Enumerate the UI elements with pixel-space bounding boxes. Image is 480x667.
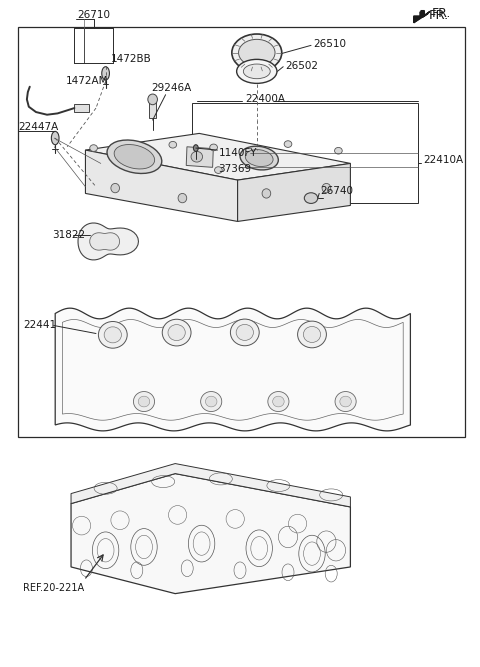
Ellipse shape bbox=[102, 67, 109, 80]
Text: 1472BB: 1472BB bbox=[110, 54, 151, 63]
Text: FR.: FR. bbox=[429, 9, 449, 22]
Ellipse shape bbox=[236, 324, 253, 340]
Ellipse shape bbox=[239, 39, 275, 66]
Ellipse shape bbox=[230, 319, 259, 346]
Text: 26710: 26710 bbox=[77, 11, 110, 20]
Text: 22441: 22441 bbox=[23, 321, 56, 330]
Text: 1140FY: 1140FY bbox=[218, 149, 257, 158]
Ellipse shape bbox=[304, 193, 318, 203]
Text: 22410A: 22410A bbox=[423, 155, 464, 165]
Ellipse shape bbox=[201, 392, 222, 412]
Polygon shape bbox=[71, 464, 350, 507]
Ellipse shape bbox=[322, 183, 331, 193]
Ellipse shape bbox=[111, 183, 120, 193]
Bar bbox=[192, 103, 418, 203]
Ellipse shape bbox=[98, 321, 127, 348]
Ellipse shape bbox=[245, 149, 273, 167]
Bar bbox=[18, 27, 465, 437]
Ellipse shape bbox=[168, 325, 185, 341]
Ellipse shape bbox=[169, 141, 177, 148]
Text: 31822: 31822 bbox=[52, 230, 85, 239]
Ellipse shape bbox=[215, 167, 222, 173]
Ellipse shape bbox=[262, 189, 271, 198]
Ellipse shape bbox=[178, 193, 187, 203]
Polygon shape bbox=[238, 163, 350, 221]
Ellipse shape bbox=[335, 392, 356, 412]
Polygon shape bbox=[55, 308, 410, 431]
Bar bbox=[74, 104, 89, 112]
Ellipse shape bbox=[114, 145, 155, 169]
Ellipse shape bbox=[51, 131, 59, 145]
Polygon shape bbox=[90, 233, 120, 250]
Ellipse shape bbox=[191, 151, 203, 162]
Text: 26502: 26502 bbox=[285, 61, 318, 71]
Text: 26740: 26740 bbox=[321, 186, 354, 195]
Ellipse shape bbox=[273, 396, 284, 407]
Ellipse shape bbox=[148, 94, 157, 105]
Polygon shape bbox=[85, 133, 350, 180]
Ellipse shape bbox=[138, 396, 150, 407]
Ellipse shape bbox=[90, 145, 97, 151]
Text: 22447A: 22447A bbox=[18, 122, 59, 131]
Ellipse shape bbox=[284, 141, 292, 147]
Polygon shape bbox=[414, 12, 428, 23]
Polygon shape bbox=[85, 150, 238, 221]
Ellipse shape bbox=[243, 64, 270, 79]
Polygon shape bbox=[414, 11, 430, 23]
Ellipse shape bbox=[193, 145, 198, 151]
Ellipse shape bbox=[162, 319, 191, 346]
Ellipse shape bbox=[268, 392, 289, 412]
Text: 37369: 37369 bbox=[218, 164, 252, 173]
Ellipse shape bbox=[340, 396, 351, 407]
Ellipse shape bbox=[303, 326, 321, 342]
Text: 22400A: 22400A bbox=[245, 94, 285, 103]
Ellipse shape bbox=[237, 59, 277, 83]
Text: 26510: 26510 bbox=[313, 39, 347, 49]
Ellipse shape bbox=[205, 396, 217, 407]
Ellipse shape bbox=[107, 140, 162, 173]
Text: FR.: FR. bbox=[432, 7, 451, 20]
Text: 29246A: 29246A bbox=[151, 83, 192, 93]
Bar bbox=[186, 147, 213, 167]
Ellipse shape bbox=[133, 392, 155, 412]
Text: 1472AM: 1472AM bbox=[66, 77, 109, 86]
Ellipse shape bbox=[240, 146, 278, 170]
Ellipse shape bbox=[298, 321, 326, 348]
Bar bbox=[149, 101, 156, 118]
Ellipse shape bbox=[232, 34, 282, 71]
Polygon shape bbox=[78, 223, 138, 260]
Polygon shape bbox=[71, 474, 350, 594]
Ellipse shape bbox=[104, 327, 121, 343]
Ellipse shape bbox=[210, 144, 217, 151]
Text: REF.20-221A: REF.20-221A bbox=[23, 584, 84, 593]
Ellipse shape bbox=[335, 147, 342, 154]
